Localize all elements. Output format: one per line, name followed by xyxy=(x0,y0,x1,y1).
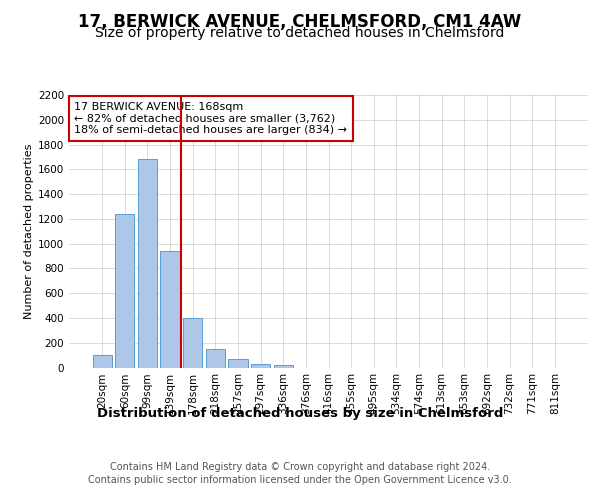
Bar xyxy=(115,214,134,368)
Bar xyxy=(251,364,270,368)
Bar xyxy=(92,355,112,368)
Text: Contains HM Land Registry data © Crown copyright and database right 2024.: Contains HM Land Registry data © Crown c… xyxy=(110,462,490,472)
Text: Contains public sector information licensed under the Open Government Licence v3: Contains public sector information licen… xyxy=(88,475,512,485)
Bar xyxy=(274,365,293,368)
Bar xyxy=(229,360,248,368)
Y-axis label: Number of detached properties: Number of detached properties xyxy=(24,144,34,319)
Bar xyxy=(138,160,157,368)
Bar xyxy=(160,251,180,368)
Bar xyxy=(206,349,225,368)
Text: 17, BERWICK AVENUE, CHELMSFORD, CM1 4AW: 17, BERWICK AVENUE, CHELMSFORD, CM1 4AW xyxy=(79,12,521,30)
Text: Size of property relative to detached houses in Chelmsford: Size of property relative to detached ho… xyxy=(95,26,505,40)
Bar xyxy=(183,318,202,368)
Text: 17 BERWICK AVENUE: 168sqm
← 82% of detached houses are smaller (3,762)
18% of se: 17 BERWICK AVENUE: 168sqm ← 82% of detac… xyxy=(74,102,347,135)
Text: Distribution of detached houses by size in Chelmsford: Distribution of detached houses by size … xyxy=(97,408,503,420)
